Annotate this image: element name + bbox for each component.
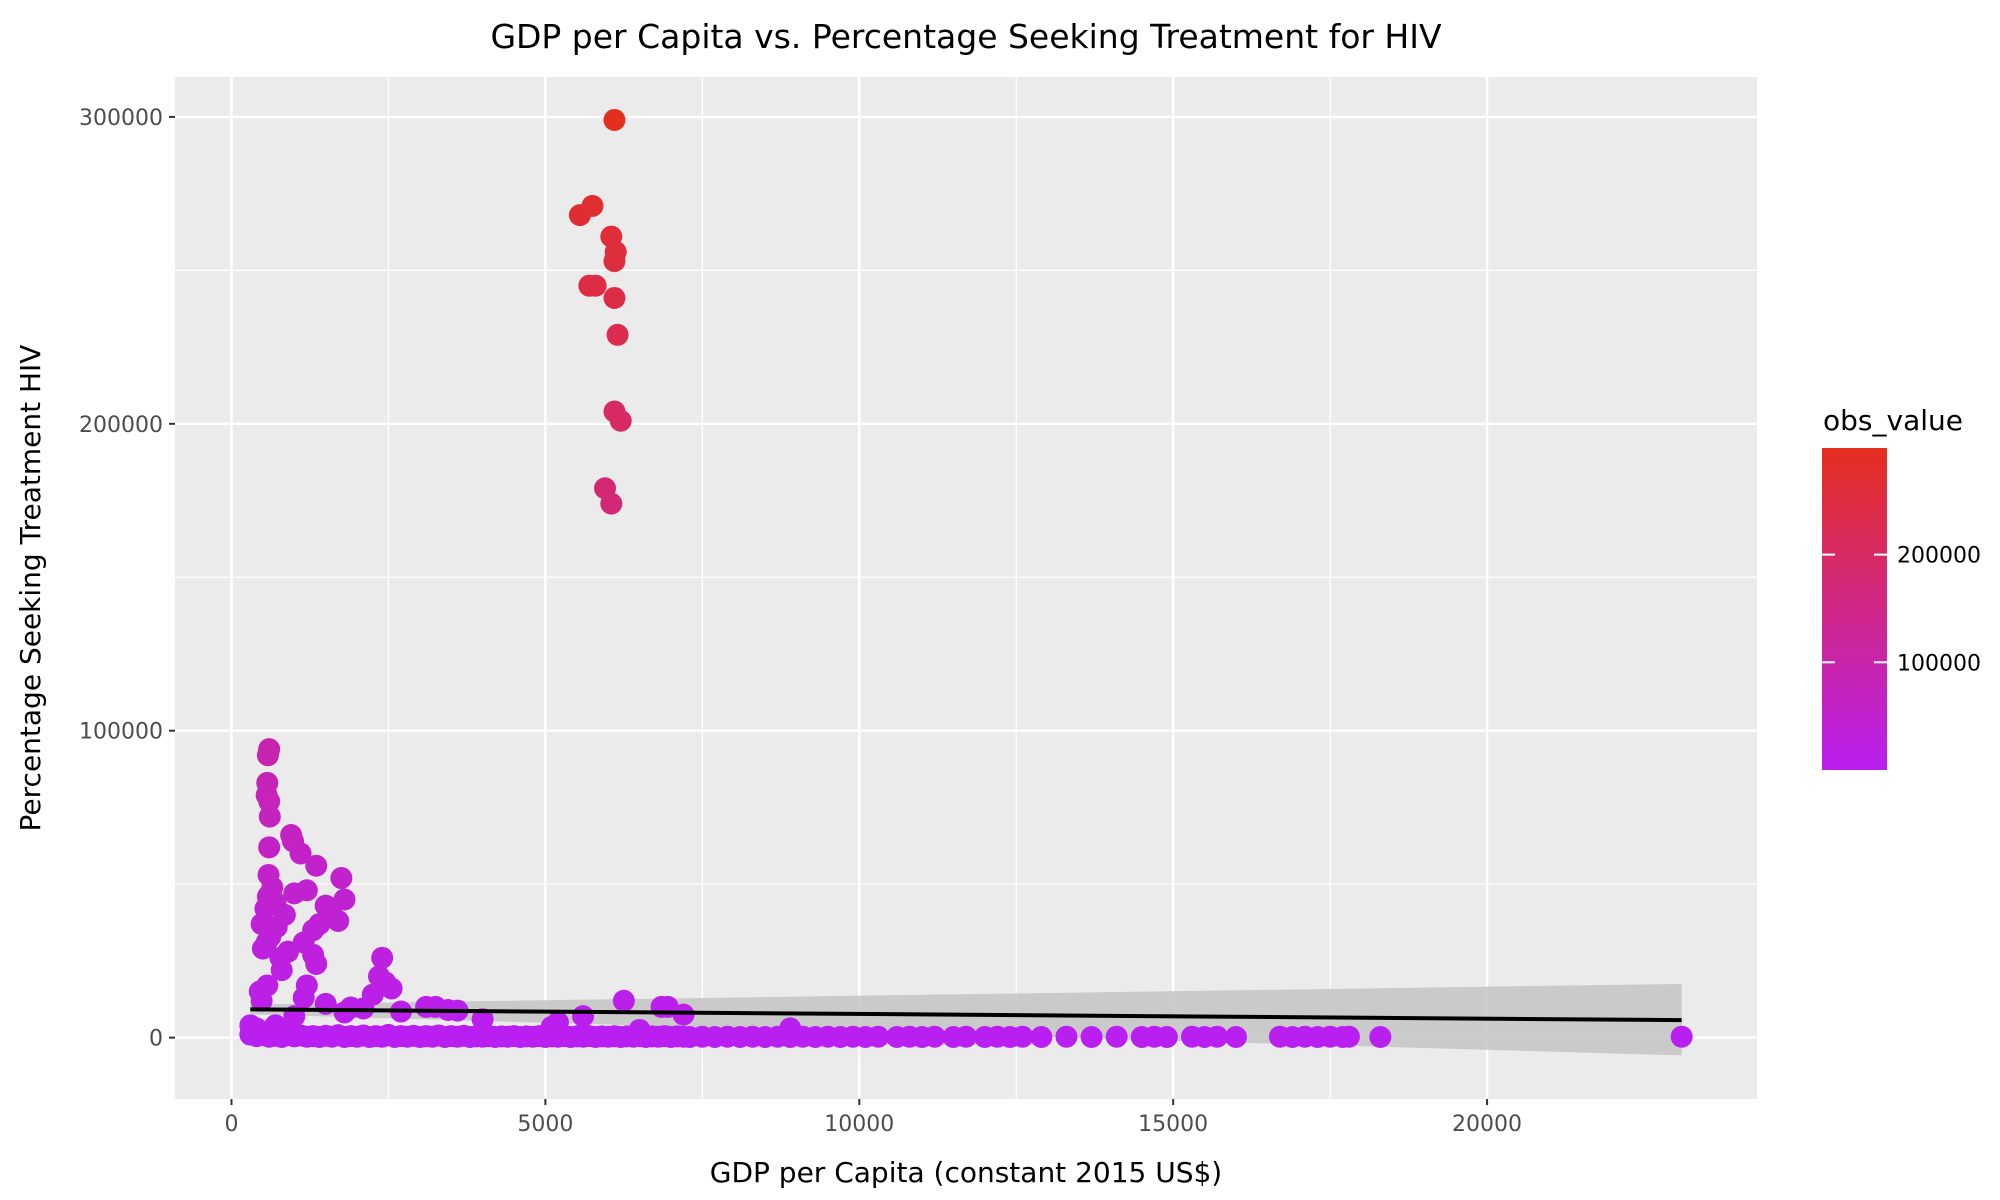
data-point [1181,1025,1203,1048]
x-tick-label: 15000 [1138,1112,1208,1137]
y-axis: 0 100000 200000 300000 [79,106,175,1052]
data-point [867,1025,890,1048]
data-point [477,1025,500,1048]
data-point [546,1011,569,1034]
data-point [603,1025,626,1048]
data-point [572,1005,595,1028]
data-point [1143,1025,1166,1048]
data-point [656,995,679,1018]
data-point [691,1025,714,1048]
grid-lines [175,77,1757,1099]
data-points [239,108,1693,1049]
data-point [280,824,303,847]
data-point [578,1025,601,1048]
x-axis: 0 5000 10000 15000 20000 [225,1099,1522,1137]
data-point [741,1025,764,1048]
data-point [368,965,391,988]
data-point [842,1025,864,1048]
data-point [923,1025,946,1048]
data-point [779,1017,802,1040]
data-point [330,867,353,890]
y-tick-label: 300000 [79,106,163,131]
legend-tick-label: 200000 [1897,544,1981,569]
data-point [371,946,394,969]
chart-title: GDP per Capita vs. Percentage Seeking Tr… [490,17,1442,56]
data-point [1670,1025,1693,1048]
data-point [594,477,617,500]
data-point [427,1024,450,1047]
legend: obs_value 200000 100000 [1822,404,1981,770]
y-tick-label: 0 [149,1027,163,1052]
data-point [1080,1026,1103,1049]
data-point [1319,1025,1342,1048]
x-tick-label: 20000 [1452,1112,1522,1137]
data-point [239,1014,262,1037]
legend-colorbar [1822,448,1887,770]
data-point [503,1025,525,1048]
data-point [986,1025,1009,1048]
data-point [600,225,623,248]
data-point [333,888,356,911]
data-point [327,1024,350,1047]
data-point [264,1014,287,1037]
data-point [1369,1026,1392,1049]
y-tick-label: 100000 [79,720,163,745]
x-axis-title: GDP per Capita (constant 2015 US$) [710,1156,1222,1189]
data-point [339,996,362,1019]
data-point [1337,1025,1360,1048]
data-point [402,1024,425,1047]
data-point [584,274,607,297]
data-point [295,879,318,902]
data-point [1055,1025,1078,1048]
data-point [612,989,635,1012]
x-tick-label: 5000 [517,1112,573,1137]
data-point [603,108,626,131]
data-point [716,1025,739,1048]
data-point [471,1008,494,1031]
data-point [898,1025,921,1048]
y-tick-label: 200000 [79,413,163,438]
data-point [314,894,337,917]
data-point [1268,1025,1291,1048]
data-point [603,400,626,423]
data-point [256,974,279,997]
plot-panel [175,77,1757,1099]
x-tick-label: 0 [225,1112,239,1137]
data-point [452,1024,475,1047]
trend-line [250,1007,1682,1023]
data-point [377,1023,400,1046]
data-point [257,863,280,886]
data-point [1224,1026,1247,1049]
data-point [1030,1026,1053,1049]
data-point [258,738,281,761]
data-point [816,1025,839,1048]
data-point [1294,1025,1316,1048]
regression-line [250,1007,1682,1023]
data-point [305,854,328,877]
x-tick-label: 10000 [824,1112,894,1137]
data-point [256,771,279,794]
data-point [628,1018,651,1041]
data-point [424,995,447,1018]
legend-ticks: 200000 100000 [1822,544,1981,676]
data-point [606,323,629,346]
data-point [955,1025,977,1048]
y-axis-title: Percentage Seeking Treatment HIV [14,345,47,832]
data-point [258,836,281,859]
legend-tick-label: 100000 [1897,651,1981,676]
data-point [1206,1025,1229,1048]
data-point [352,1024,375,1047]
data-point [1011,1025,1034,1048]
legend-title: obs_value [1823,404,1963,437]
data-point [603,286,626,309]
data-point [581,194,604,217]
data-point [653,1025,676,1048]
data-point [1105,1025,1128,1048]
data-point [295,974,318,997]
